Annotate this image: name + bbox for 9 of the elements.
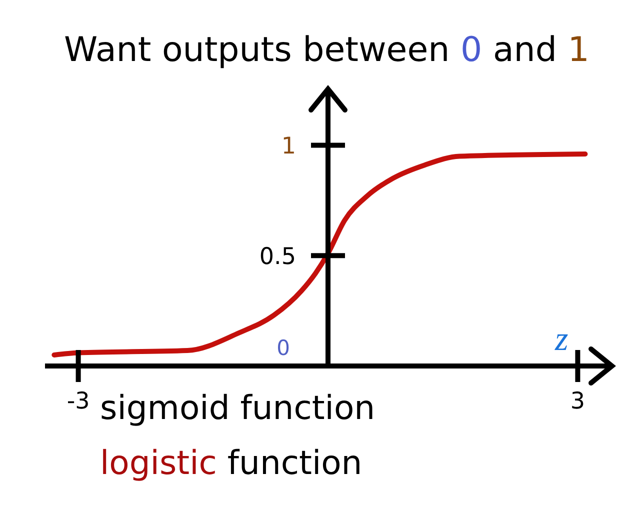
x-axis-title: z bbox=[555, 321, 568, 358]
y-tick-label: 0.5 bbox=[259, 244, 296, 270]
text: logistic function bbox=[100, 443, 362, 482]
text: sigmoid function bbox=[100, 388, 376, 427]
x-tick-label: 3 bbox=[570, 388, 586, 414]
annotation: 0 bbox=[276, 336, 290, 360]
chart-title: Want outputs between 0 and 1 bbox=[64, 30, 590, 70]
y-tick-label: 1 bbox=[281, 133, 296, 160]
x-tick-label: -3 bbox=[66, 388, 90, 414]
